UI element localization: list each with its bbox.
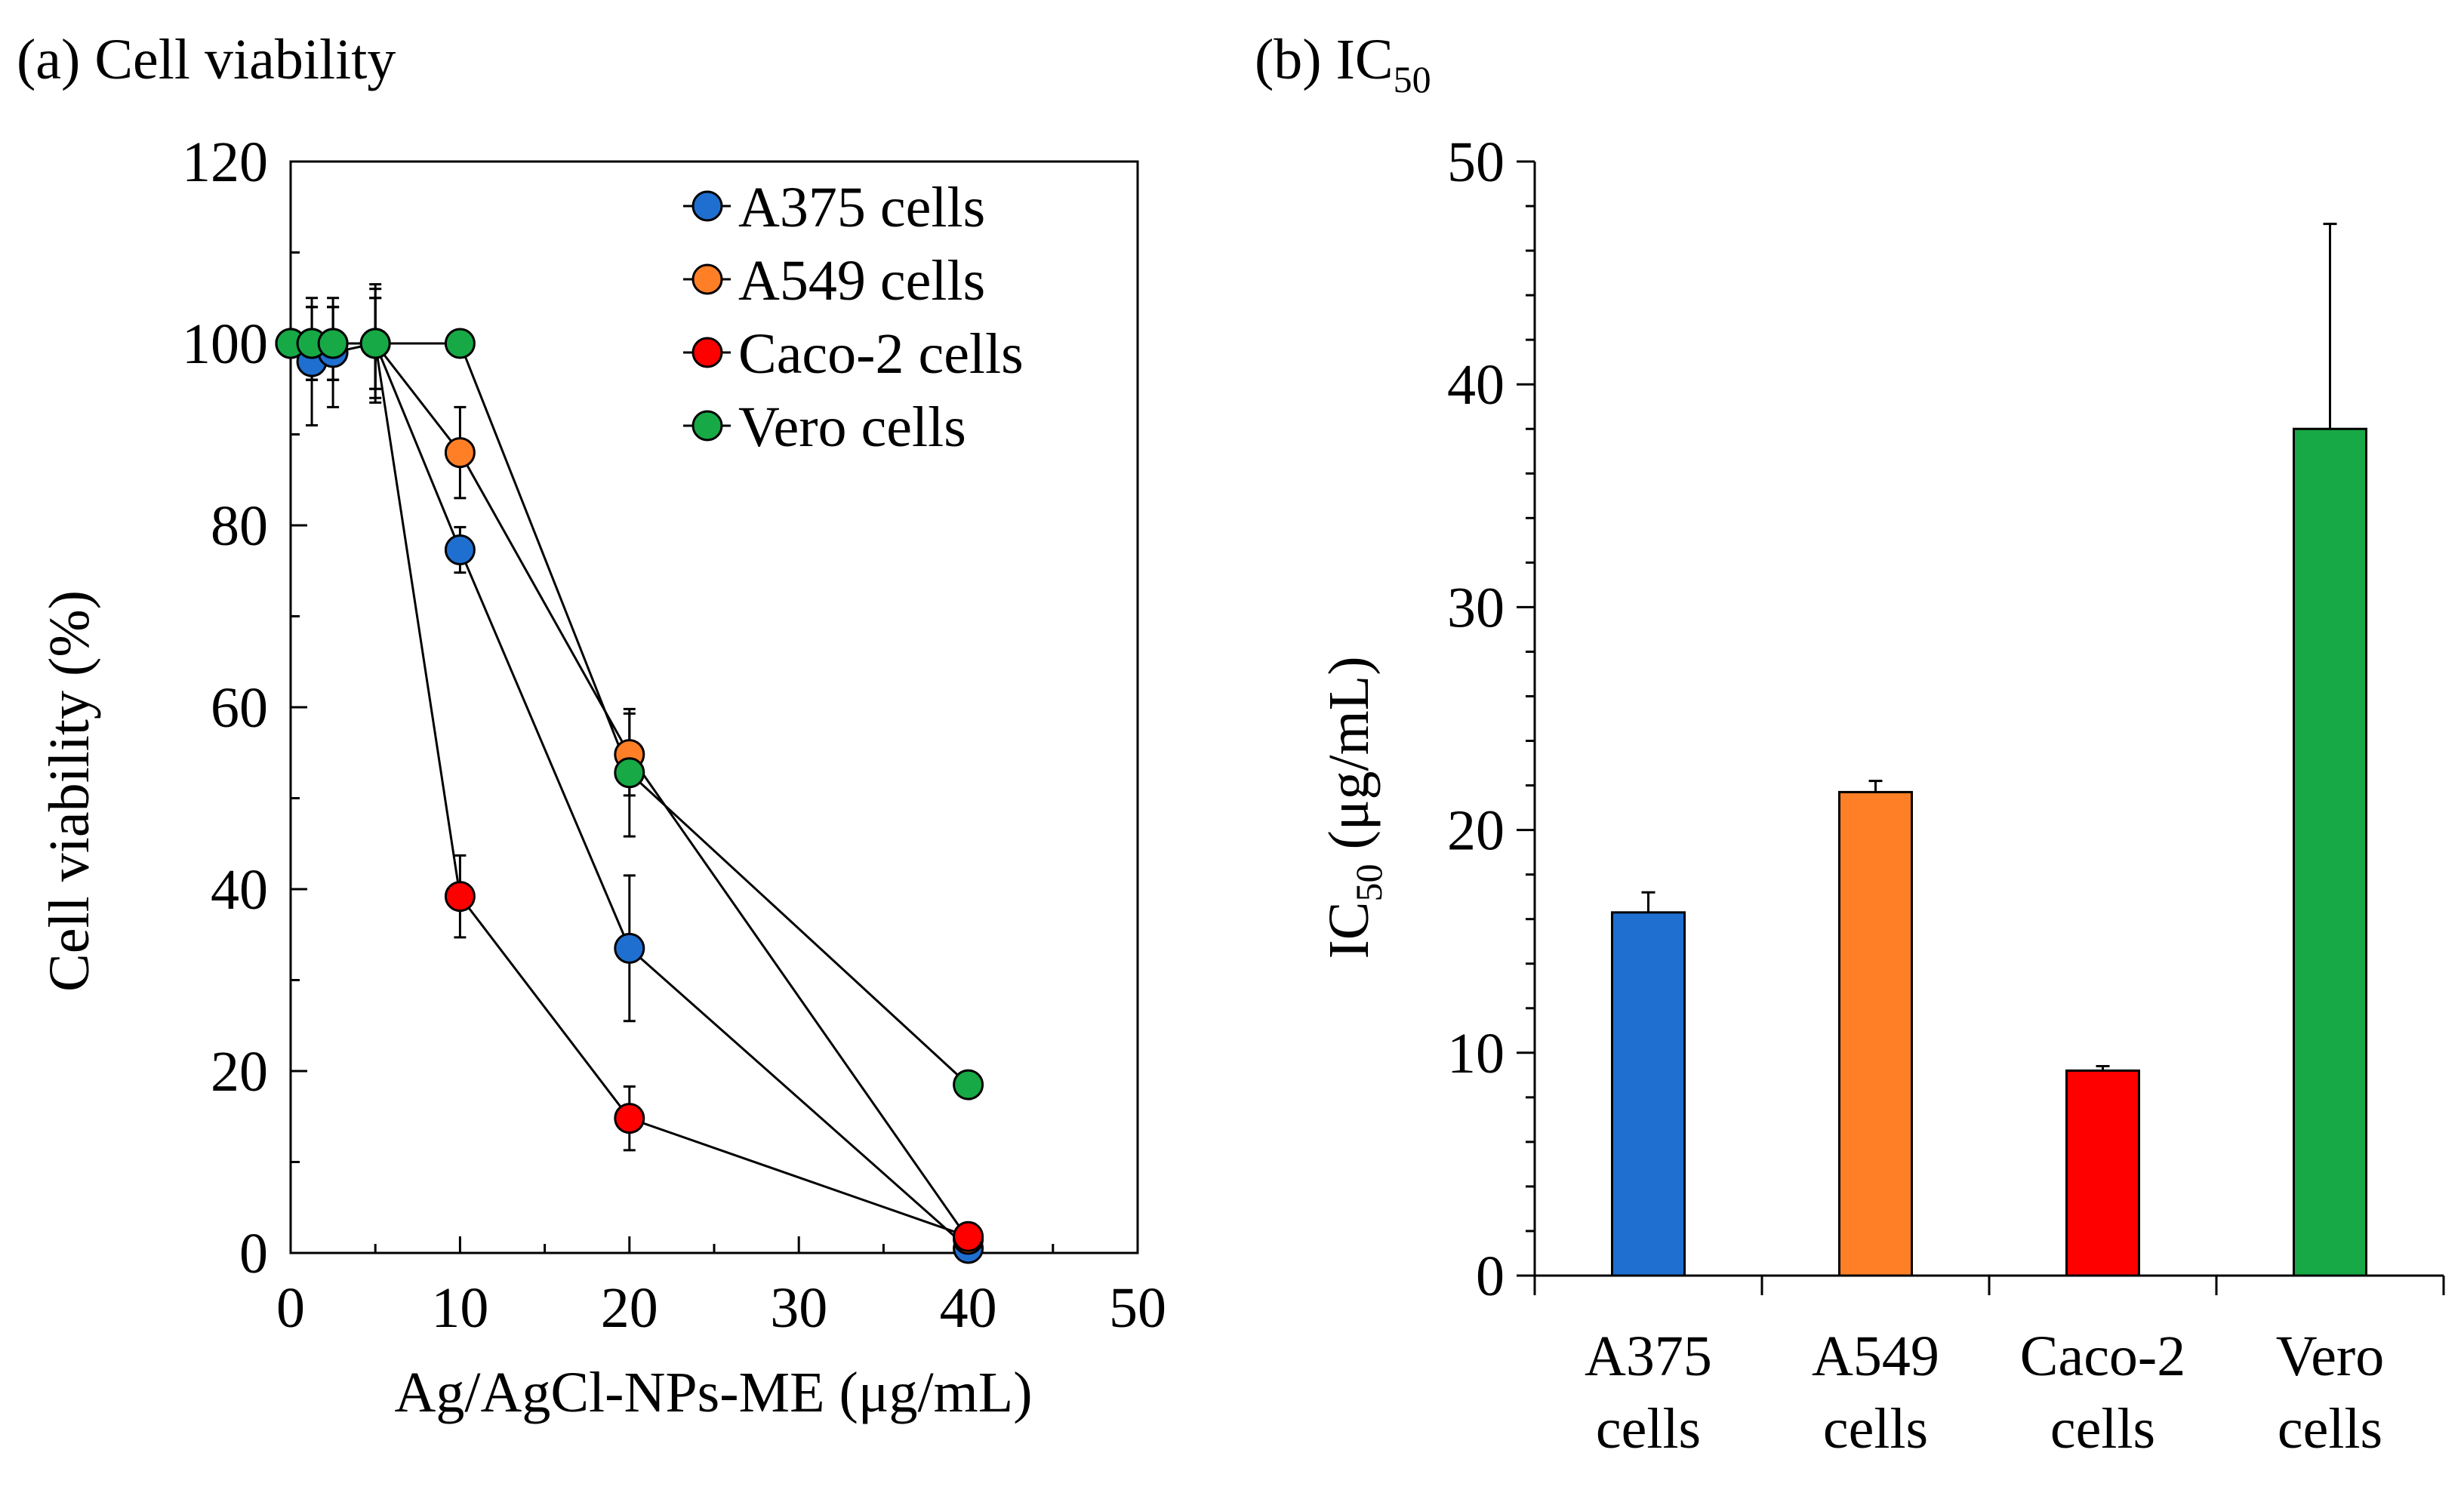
panel-a-y-tick-label: 20 [211, 1040, 268, 1104]
panel-b-axes: 0 10 20 30 40 50 [1447, 131, 2445, 1308]
panel-a-x-tick-label: 10 [431, 1276, 488, 1340]
panel-b-y-label-main: IC [1317, 902, 1381, 959]
data-point-a375-cells [614, 932, 645, 964]
panel-b-y-tick-label: 0 [1476, 1245, 1505, 1308]
panel-b-y-tick-label: 40 [1447, 353, 1505, 417]
panel-a-x-tick-label: 50 [1109, 1276, 1166, 1340]
legend-marker-caco-2-cells [691, 337, 723, 368]
data-point-vero-cells [317, 328, 349, 359]
panel-a-y-axis-label: Cell viability (%) [38, 590, 101, 992]
data-point-a549-cells [444, 437, 476, 469]
panel-b-error-bars [1641, 223, 2337, 1071]
category-label-a375: A375 [1585, 1325, 1712, 1388]
panel-a-y-tick-label: 80 [211, 494, 268, 558]
panel-b-title-subscript: 50 [1394, 58, 1431, 100]
data-point-a375-cells [444, 534, 476, 566]
panel-b-category-labels: A375 cells A549 cells Caco-2 cells Vero cells [1585, 1325, 2384, 1461]
panel-a-x-axis-label: Ag/AgCl-NPs-ME (μg/mL) [394, 1361, 1032, 1424]
panel-b-y-axis-label: IC50 (μg/mL) [1317, 656, 1390, 959]
panel-a-y-tick-label: 60 [211, 676, 268, 740]
bar-caco-2 [2065, 1069, 2140, 1277]
category-label-a549: A549 [1812, 1325, 1939, 1388]
data-point-vero-cells [444, 328, 476, 359]
bar-a549 [1838, 790, 1913, 1277]
category-label-a375: cells [1596, 1397, 1701, 1461]
legend-label-a375-cells: A375 cells [738, 176, 985, 239]
legend-label-caco-2-cells: Caco-2 cells [738, 322, 1024, 386]
data-point-caco-2-cells [614, 1103, 645, 1134]
data-point-vero-cells [359, 328, 391, 359]
panel-b-bars [1611, 427, 2367, 1277]
legend-label-vero-cells: Vero cells [738, 396, 966, 459]
panel-a: (a) Cell viability Cell viability (%) Ag… [17, 28, 1166, 1424]
legend-marker-vero-cells [691, 410, 723, 442]
bar-a375 [1611, 911, 1686, 1277]
panel-b-y-tick-label: 10 [1447, 1022, 1505, 1085]
legend-marker-a549-cells [691, 263, 723, 295]
panel-a-y-tick-label: 120 [182, 131, 268, 194]
panel-a-markers [275, 328, 984, 1264]
panel-a-x-tick-label: 0 [276, 1276, 305, 1340]
category-label-a549: cells [1823, 1397, 1928, 1461]
panel-a-legend: A375 cells A549 cells Caco-2 cells Vero cel… [683, 176, 1024, 459]
legend-marker-a375-cells [691, 190, 723, 222]
panel-b-y-tick-label: 50 [1447, 131, 1505, 194]
panel-a-y-tick-label: 100 [182, 312, 268, 376]
data-point-vero-cells [953, 1069, 984, 1100]
legend-label-a549-cells: A549 cells [738, 249, 985, 312]
panel-a-x-tick-label: 30 [770, 1276, 827, 1340]
panel-a-axes: 0 20 40 60 80 100 120 0 10 20 30 40 50 [182, 131, 1166, 1340]
data-point-caco-2-cells [444, 881, 476, 913]
category-label-vero: cells [2278, 1397, 2382, 1461]
panel-b-y-label-units: (μg/mL) [1317, 656, 1381, 863]
bar-vero [2293, 427, 2367, 1277]
category-label-caco-2: Caco-2 [2020, 1325, 2185, 1388]
panel-a-error-bars [306, 283, 636, 1152]
panel-b-y-tick-label: 30 [1447, 576, 1505, 639]
category-label-caco-2: cells [2050, 1397, 2155, 1461]
panel-a-title: (a) Cell viability [17, 28, 396, 91]
panel-b-y-tick-label: 20 [1447, 799, 1505, 863]
panel-b-y-label-subscript: 50 [1348, 864, 1390, 902]
data-point-caco-2-cells [953, 1221, 984, 1252]
data-point-vero-cells [614, 757, 645, 789]
panel-a-x-tick-label: 20 [601, 1276, 658, 1340]
panel-b-title-main: (b) IC [1255, 28, 1394, 91]
category-label-vero: Vero [2276, 1325, 2385, 1388]
panel-a-y-tick-label: 0 [239, 1222, 268, 1285]
panel-a-x-tick-label: 40 [940, 1276, 997, 1340]
panel-a-y-tick-label: 40 [211, 858, 268, 922]
panel-b-title: (b) IC50 [1255, 28, 1431, 100]
